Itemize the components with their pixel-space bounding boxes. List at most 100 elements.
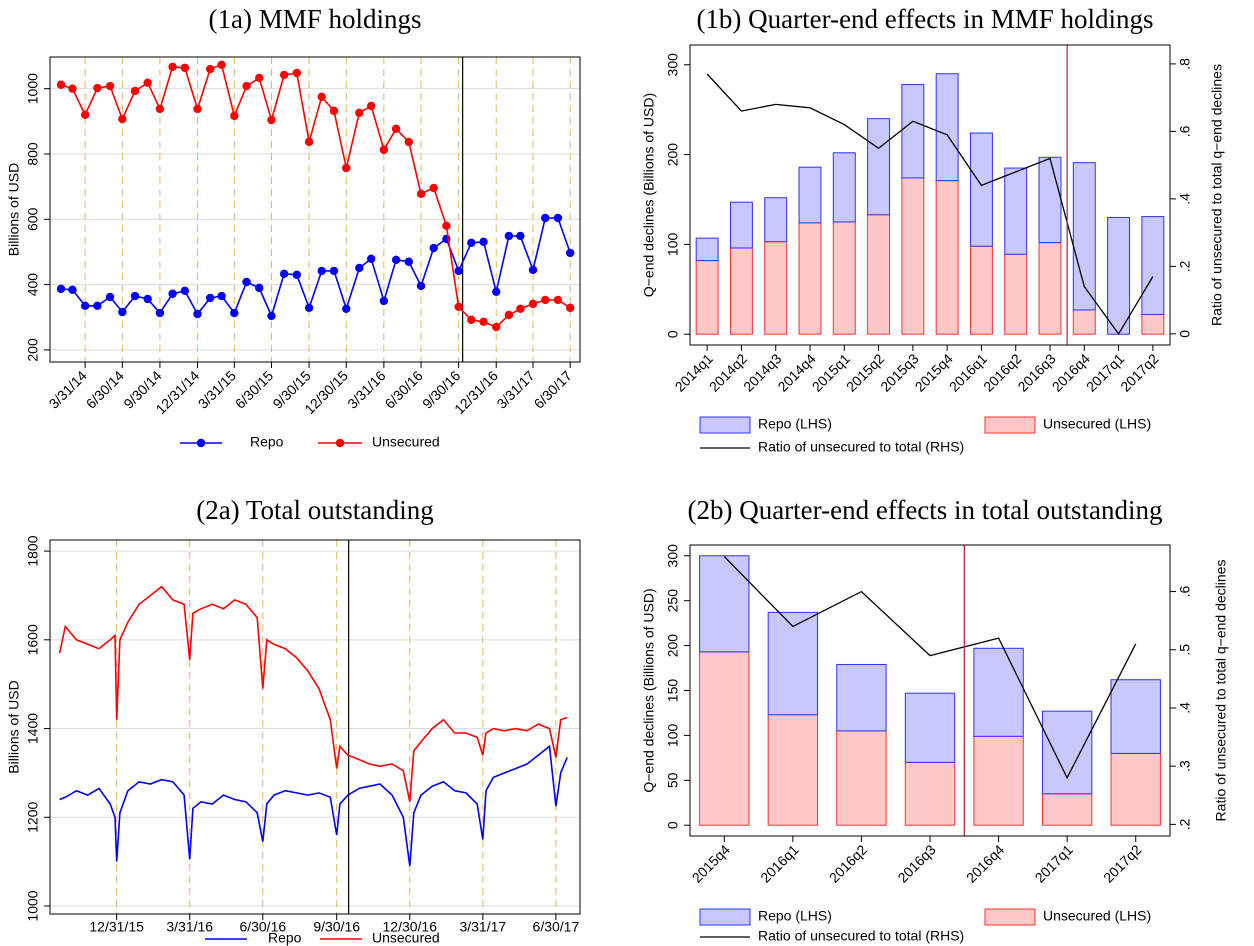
y-tick-label: 600 [25, 207, 41, 231]
panel-title: (2b) Quarter-end effects in total outsta… [687, 495, 1162, 525]
panel-title: (1a) MMF holdings [208, 4, 421, 34]
point [267, 115, 276, 125]
point [404, 257, 413, 266]
bar [1041, 710, 1093, 795]
point [242, 277, 251, 287]
point [193, 309, 202, 319]
x-tick-label: 3/31/16 [166, 919, 213, 935]
bar [973, 647, 1024, 737]
bar [901, 84, 925, 179]
point [80, 110, 90, 119]
y2-tick-label: .3 [1177, 760, 1193, 772]
legend-swatch [984, 908, 1036, 926]
point [342, 163, 351, 173]
plot-frame [49, 56, 581, 363]
bar [973, 735, 1024, 826]
x-tick-label: 3/31/17 [459, 919, 506, 935]
point [105, 292, 115, 302]
bar [1041, 793, 1093, 826]
point [504, 310, 514, 320]
y2-tick-label: .4 [1177, 702, 1193, 714]
x-tick-label: 2016q3 [894, 841, 938, 885]
point [429, 183, 438, 193]
bar [1072, 309, 1096, 335]
point [130, 86, 140, 96]
plot-frame [689, 44, 1171, 346]
legend-label: Ratio of unsecured to total (RHS) [758, 928, 964, 944]
point [342, 304, 351, 313]
point [516, 304, 525, 313]
point [217, 60, 226, 70]
point [292, 270, 302, 280]
point [143, 294, 152, 304]
y-tick-label: 0 [665, 330, 681, 338]
ratio-line [723, 556, 1137, 780]
y-tick-label: 1200 [25, 802, 41, 833]
x-tick-label: 2016q2 [826, 841, 870, 885]
bar [836, 730, 887, 826]
point [180, 286, 190, 296]
y-tick-label: 200 [665, 634, 681, 658]
point [391, 124, 401, 134]
point [255, 283, 264, 293]
y2-tick-label: .2 [1177, 818, 1193, 830]
bar [695, 260, 719, 335]
series-line [60, 217, 571, 319]
point [56, 284, 66, 294]
point [118, 307, 127, 317]
point [168, 289, 177, 298]
bar [969, 245, 993, 335]
point [492, 322, 501, 332]
y-tick-label: 300 [665, 53, 681, 77]
legend-label: Ratio of unsecured to total (RHS) [758, 439, 964, 455]
bar [767, 714, 819, 826]
point [143, 78, 152, 87]
x-tick-label: 3/31/16 [344, 367, 388, 411]
bar [1038, 156, 1062, 244]
legend-marker [335, 438, 345, 448]
y-axis-label: Billions of USD [6, 163, 22, 256]
point [230, 308, 239, 318]
bar [1141, 216, 1165, 315]
legend-label: Repo (LHS) [758, 908, 832, 924]
point [267, 311, 276, 321]
point [442, 221, 451, 231]
legend-swatch [699, 908, 751, 926]
bar [1072, 162, 1096, 311]
bar [867, 214, 891, 335]
y-tick-label: 1800 [25, 535, 41, 566]
legend-label: Repo [268, 930, 302, 946]
bar [969, 132, 993, 247]
bar [1004, 253, 1028, 335]
x-tick-label: 2017q1 [1032, 841, 1076, 885]
legend-marker [196, 438, 206, 448]
legend-swatch [699, 416, 751, 434]
y-axis-label: Q−end declines (Billions of USD) [641, 588, 657, 792]
point [93, 301, 102, 311]
point [404, 137, 413, 147]
bar [867, 118, 891, 216]
point [118, 114, 127, 124]
x-tick-label: 6/30/14 [83, 367, 127, 411]
point [429, 243, 438, 253]
panel-title: (2a) Total outstanding [196, 495, 434, 525]
bar [767, 611, 819, 716]
x-tick-label: 9/30/16 [313, 919, 360, 935]
y-tick-label: 0 [665, 821, 681, 829]
bar [699, 651, 750, 826]
bar [1038, 242, 1062, 335]
bar [836, 663, 887, 732]
point [68, 285, 77, 295]
bar [832, 221, 856, 335]
y2-tick-label: .8 [1177, 58, 1193, 70]
series-line [58, 585, 568, 802]
bar [699, 555, 750, 653]
point [80, 301, 90, 311]
x-tick-label: 6/30/17 [531, 367, 575, 411]
point [180, 63, 190, 72]
legend-label: Repo (LHS) [758, 416, 832, 432]
y-tick-label: 200 [25, 338, 41, 362]
bar [1107, 216, 1131, 335]
y-tick-label: 1000 [25, 890, 41, 921]
y-tick-label: 50 [665, 772, 681, 788]
